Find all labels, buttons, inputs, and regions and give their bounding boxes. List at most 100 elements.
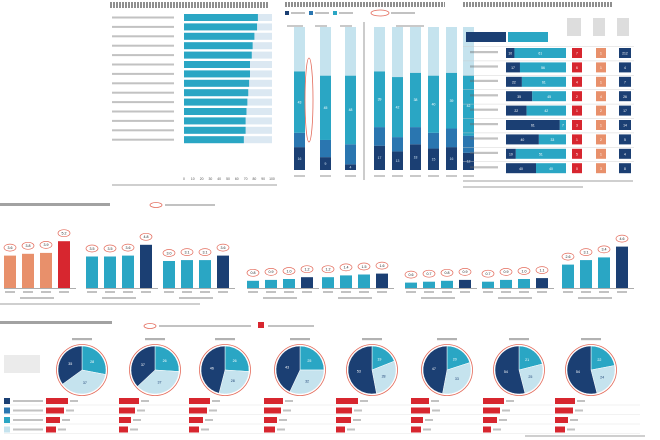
- groups-bar: [58, 241, 70, 288]
- hbar-category-label: [112, 138, 174, 141]
- groups-bar: [140, 244, 152, 288]
- groups-tick-label: [599, 291, 609, 293]
- pie-row-value: [360, 400, 368, 402]
- stack-segment: [410, 127, 421, 145]
- groups-tick-label: [266, 291, 276, 293]
- groups-value-label: 0.6: [409, 273, 414, 277]
- groups-value-label: 0.9: [269, 270, 274, 274]
- stack-segment: [345, 164, 356, 170]
- table-bar-a: [506, 105, 527, 116]
- stack-segment: [392, 27, 403, 78]
- table-cell-e: [619, 148, 631, 159]
- pie-row-bar: [411, 398, 429, 404]
- stack-segment: [320, 157, 331, 170]
- groups-value-label: 0.7: [427, 272, 432, 276]
- groups-label-ring: [517, 267, 531, 275]
- groups-value-label: 3.6: [126, 246, 131, 250]
- groups-baseline: [322, 288, 394, 289]
- pie-label: [145, 338, 165, 341]
- table-value-d: 1: [600, 80, 602, 84]
- groups-tick-label: [105, 291, 115, 293]
- groups-value-label: 1.2: [326, 268, 331, 272]
- pie-label: [581, 338, 601, 341]
- table-cell-e: [619, 105, 631, 116]
- stack-value-label: 17: [378, 156, 382, 160]
- pie-row-bar: [264, 417, 277, 423]
- hbar-category-label: [112, 129, 174, 132]
- table-cell-d: [596, 120, 606, 130]
- groups-label-ring: [121, 243, 135, 252]
- table-value-a: 10: [508, 52, 512, 56]
- pie-ring: [346, 344, 398, 396]
- table-value-a: 40: [519, 167, 523, 171]
- pie-row-bar: [336, 417, 351, 423]
- groups-group-label: [578, 297, 612, 299]
- pie-row-bar: [483, 417, 497, 423]
- stack-value-label: 42: [467, 104, 471, 108]
- groups-value-label: 3.4: [602, 248, 607, 252]
- pies-row-label: [13, 428, 43, 431]
- stack-column-label: [428, 175, 439, 177]
- groups-group-label: [263, 297, 297, 299]
- pie-row-value: [130, 428, 138, 431]
- table-cell-e: [619, 134, 631, 145]
- pie-slice-label: 25: [528, 375, 532, 379]
- pie-row-value: [423, 428, 431, 431]
- table-cell-c: [572, 91, 582, 102]
- groups-tick-label: [563, 291, 573, 293]
- pie-row-value: [431, 400, 439, 402]
- pie-row-bar: [336, 398, 358, 404]
- pies-row-label: [13, 409, 43, 412]
- pie-slice: [590, 345, 615, 371]
- hbar-category-label: [112, 101, 174, 104]
- groups-bar: [181, 260, 193, 288]
- table-value-c: 4: [576, 80, 578, 84]
- groups-label-ring: [282, 267, 296, 275]
- groups-tick-label: [377, 291, 387, 293]
- stack-title: [285, 2, 445, 7]
- stack-highlight-ring: [304, 57, 314, 143]
- pie-row-bar: [119, 417, 131, 423]
- pie-slice-label: 20: [453, 358, 457, 362]
- table-value-b: 61: [538, 52, 542, 56]
- groups-title: [0, 203, 110, 206]
- pie-slice: [62, 369, 106, 395]
- groups-tick-label: [248, 291, 258, 293]
- stack-segment: [410, 144, 421, 170]
- pie-ring: [493, 344, 545, 396]
- stack-value-label: 13: [396, 159, 400, 163]
- pie-slice-label: 26: [163, 359, 167, 363]
- stack-value-label: 42: [396, 105, 400, 109]
- groups-bar: [580, 260, 592, 288]
- stack-value-label: 18: [414, 155, 418, 159]
- table-bar-b: [519, 62, 566, 73]
- pie-slice: [275, 345, 301, 393]
- table-value-e: 17: [623, 109, 627, 113]
- pie-row-bar: [555, 417, 568, 423]
- stack-segment: [463, 27, 474, 76]
- groups-tick-label: [200, 291, 210, 293]
- table-bar-b: [514, 48, 566, 58]
- pie-row-bar: [555, 426, 565, 433]
- groups-label-ring: [357, 262, 371, 271]
- groups-tick-label: [87, 291, 97, 293]
- groups-bar: [441, 280, 453, 288]
- table-value-b: 42: [544, 109, 548, 113]
- pie-row-value: [62, 419, 70, 421]
- stack-legend-label: [391, 12, 415, 14]
- hbar-category-label: [112, 54, 174, 57]
- groups-label-ring: [103, 244, 117, 253]
- groups-value-label: 0.9: [463, 270, 468, 274]
- groups-group-label: [102, 297, 136, 299]
- pie-slice-label: 19: [377, 357, 381, 361]
- groups-label-ring: [300, 265, 314, 274]
- pie-slice-label: 25: [307, 359, 311, 363]
- pie-row-value: [277, 428, 285, 431]
- table-bar-a: [506, 163, 536, 174]
- groups-bar: [358, 274, 370, 288]
- stack-value-label: 43: [298, 100, 302, 104]
- stack-column-label: [320, 175, 331, 177]
- stack-column-label: [294, 175, 305, 177]
- table-value-b: 45: [547, 95, 551, 99]
- stack-segment: [320, 75, 331, 140]
